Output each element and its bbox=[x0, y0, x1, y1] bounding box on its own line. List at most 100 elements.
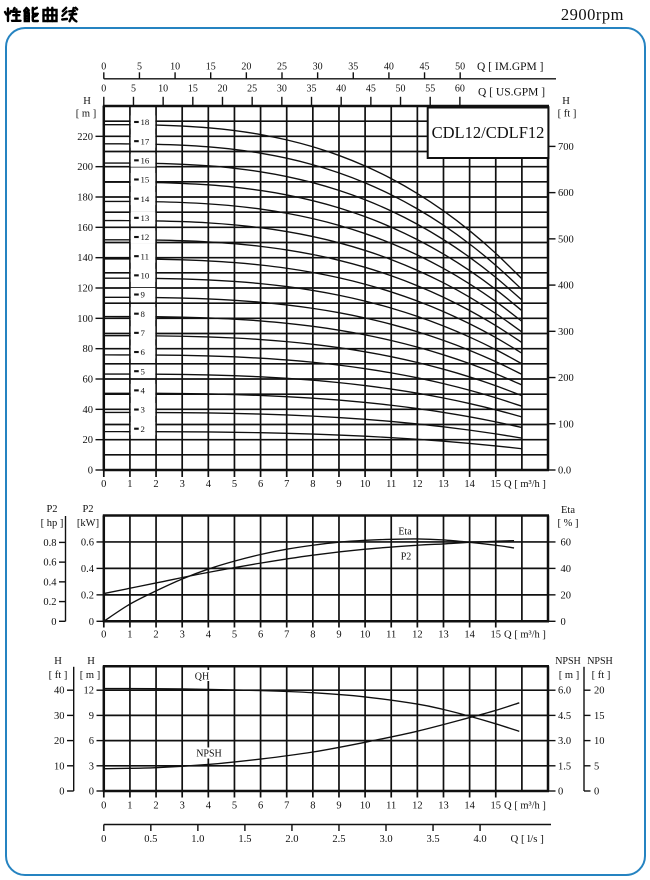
svg-text:12: 12 bbox=[412, 801, 423, 812]
svg-text:9: 9 bbox=[141, 290, 146, 300]
svg-text:0.8: 0.8 bbox=[43, 538, 56, 549]
svg-text:11: 11 bbox=[386, 479, 396, 490]
svg-text:H: H bbox=[87, 656, 95, 667]
svg-text:0: 0 bbox=[561, 617, 566, 628]
svg-text:P2: P2 bbox=[46, 504, 57, 515]
svg-text:0.4: 0.4 bbox=[43, 577, 57, 588]
svg-text:9: 9 bbox=[336, 479, 341, 490]
svg-text:4.0: 4.0 bbox=[474, 834, 487, 845]
svg-text:15: 15 bbox=[491, 479, 502, 490]
svg-text:6: 6 bbox=[258, 630, 263, 641]
svg-text:160: 160 bbox=[77, 223, 93, 234]
svg-text:2: 2 bbox=[153, 479, 158, 490]
svg-text:7: 7 bbox=[141, 328, 146, 338]
svg-text:0: 0 bbox=[89, 787, 94, 798]
svg-text:140: 140 bbox=[77, 253, 93, 264]
svg-text:120: 120 bbox=[77, 284, 93, 295]
svg-text:0.6: 0.6 bbox=[43, 558, 56, 569]
svg-text:4: 4 bbox=[141, 386, 146, 396]
svg-text:0: 0 bbox=[51, 617, 56, 628]
svg-text:15: 15 bbox=[141, 175, 150, 185]
svg-text:14: 14 bbox=[464, 479, 475, 490]
svg-text:200: 200 bbox=[77, 162, 93, 173]
svg-text:5: 5 bbox=[131, 84, 136, 95]
svg-text:35: 35 bbox=[348, 62, 358, 73]
svg-text:30: 30 bbox=[277, 84, 287, 95]
svg-text:6.0: 6.0 bbox=[558, 686, 571, 697]
svg-text:Q [ l/s ]: Q [ l/s ] bbox=[511, 833, 544, 845]
svg-text:0.4: 0.4 bbox=[81, 564, 95, 575]
svg-text:14: 14 bbox=[141, 194, 150, 204]
svg-text:10: 10 bbox=[594, 736, 605, 747]
svg-text:9: 9 bbox=[336, 801, 341, 812]
svg-text:8: 8 bbox=[310, 479, 315, 490]
svg-text:QH: QH bbox=[195, 672, 209, 683]
svg-text:45: 45 bbox=[420, 62, 430, 73]
svg-text:1.5: 1.5 bbox=[558, 761, 571, 772]
svg-text:Q [ m³/h ]: Q [ m³/h ] bbox=[504, 801, 546, 812]
svg-text:40: 40 bbox=[54, 686, 65, 697]
svg-text:50: 50 bbox=[455, 62, 465, 73]
svg-text:400: 400 bbox=[558, 281, 574, 292]
svg-text:30: 30 bbox=[313, 62, 323, 73]
svg-text:13: 13 bbox=[438, 801, 449, 812]
svg-text:4: 4 bbox=[206, 801, 212, 812]
svg-text:11: 11 bbox=[386, 630, 396, 641]
svg-text:3: 3 bbox=[141, 405, 146, 415]
svg-text:3.0: 3.0 bbox=[558, 736, 571, 747]
svg-text:1.0: 1.0 bbox=[191, 834, 204, 845]
svg-text:15: 15 bbox=[206, 62, 216, 73]
svg-text:10: 10 bbox=[54, 761, 65, 772]
svg-text:40: 40 bbox=[83, 405, 94, 416]
svg-text:10: 10 bbox=[360, 630, 371, 641]
svg-text:9: 9 bbox=[336, 630, 341, 641]
svg-text:0: 0 bbox=[101, 62, 106, 73]
svg-text:12: 12 bbox=[412, 630, 423, 641]
svg-text:60: 60 bbox=[83, 375, 94, 386]
svg-text:2.5: 2.5 bbox=[332, 834, 345, 845]
svg-text:0.6: 0.6 bbox=[81, 537, 94, 548]
svg-text:P2: P2 bbox=[82, 504, 93, 515]
svg-text:55: 55 bbox=[425, 84, 435, 95]
svg-text:1.5: 1.5 bbox=[238, 834, 251, 845]
svg-text:500: 500 bbox=[558, 234, 574, 245]
svg-text:[ m ]: [ m ] bbox=[80, 670, 100, 681]
svg-text:Q [ US.GPM ]: Q [ US.GPM ] bbox=[478, 87, 545, 99]
svg-text:10: 10 bbox=[158, 84, 168, 95]
svg-text:H: H bbox=[83, 96, 91, 107]
svg-text:25: 25 bbox=[247, 84, 257, 95]
svg-text:H: H bbox=[562, 96, 570, 107]
svg-text:0.2: 0.2 bbox=[43, 597, 56, 608]
svg-text:Q [ m³/h ]: Q [ m³/h ] bbox=[504, 479, 546, 490]
svg-text:18: 18 bbox=[141, 117, 150, 127]
svg-text:[ m ]: [ m ] bbox=[559, 670, 579, 681]
svg-text:3: 3 bbox=[180, 630, 185, 641]
svg-text:0.0: 0.0 bbox=[558, 466, 571, 477]
svg-text:0: 0 bbox=[101, 84, 106, 95]
svg-text:0: 0 bbox=[101, 801, 106, 812]
svg-text:20: 20 bbox=[594, 686, 605, 697]
svg-text:[ ft ]: [ ft ] bbox=[558, 109, 577, 120]
svg-text:5: 5 bbox=[232, 479, 237, 490]
svg-text:3: 3 bbox=[180, 801, 185, 812]
svg-text:11: 11 bbox=[141, 251, 149, 261]
svg-text:0: 0 bbox=[101, 834, 106, 845]
svg-text:60: 60 bbox=[455, 84, 465, 95]
svg-text:100: 100 bbox=[558, 419, 574, 430]
svg-text:3: 3 bbox=[180, 479, 185, 490]
svg-text:600: 600 bbox=[558, 188, 574, 199]
svg-text:6: 6 bbox=[258, 801, 263, 812]
svg-text:20: 20 bbox=[217, 84, 227, 95]
svg-text:6: 6 bbox=[258, 479, 263, 490]
svg-text:0: 0 bbox=[88, 466, 93, 477]
svg-text:60: 60 bbox=[561, 537, 572, 548]
svg-text:30: 30 bbox=[54, 711, 65, 722]
svg-text:100: 100 bbox=[77, 314, 93, 325]
svg-text:25: 25 bbox=[277, 62, 287, 73]
svg-text:7: 7 bbox=[284, 479, 289, 490]
svg-text:8: 8 bbox=[141, 309, 146, 319]
svg-text:2900rpm: 2900rpm bbox=[561, 5, 624, 24]
svg-text:14: 14 bbox=[464, 801, 475, 812]
svg-text:15: 15 bbox=[491, 630, 502, 641]
svg-text:NPSH: NPSH bbox=[555, 656, 581, 667]
